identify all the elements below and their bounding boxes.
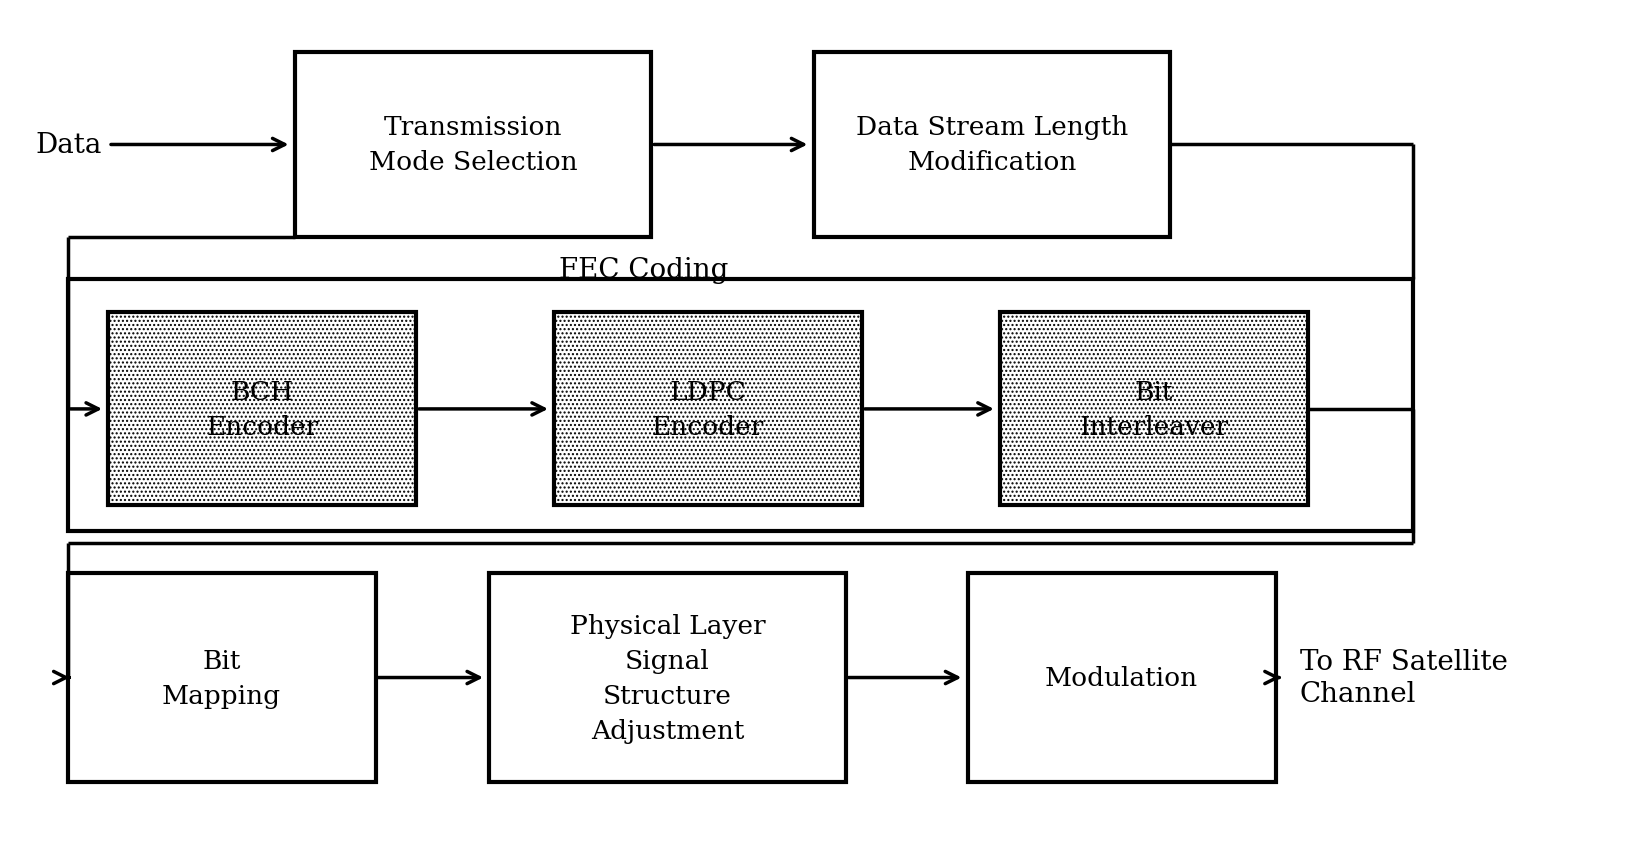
Text: Data: Data (36, 132, 101, 159)
Text: Transmission
Mode Selection: Transmission Mode Selection (369, 116, 578, 176)
Text: Physical Layer
Signal
Structure
Adjustment: Physical Layer Signal Structure Adjustme… (569, 613, 765, 743)
Bar (555, 313, 862, 506)
Text: Bit
Mapping: Bit Mapping (163, 647, 281, 707)
Text: FEC Coding: FEC Coding (558, 257, 727, 284)
Text: Data Stream Length
Modification: Data Stream Length Modification (856, 116, 1128, 176)
Bar (555, 313, 862, 506)
Text: LDPC
Encoder: LDPC Encoder (652, 380, 765, 440)
Text: BCH
Encoder: BCH Encoder (207, 380, 319, 440)
Bar (490, 573, 846, 782)
Bar (968, 573, 1276, 782)
Bar (814, 53, 1170, 237)
Bar (68, 279, 1414, 531)
Bar (1001, 313, 1308, 506)
Bar (107, 313, 417, 506)
Bar (1001, 313, 1308, 506)
Bar (107, 313, 417, 506)
Text: Bit
Interleaver: Bit Interleaver (1079, 380, 1228, 440)
Text: Modulation: Modulation (1045, 665, 1197, 690)
Bar (294, 53, 651, 237)
Text: To RF Satellite
Channel: To RF Satellite Channel (1300, 649, 1508, 706)
Bar (68, 573, 376, 782)
